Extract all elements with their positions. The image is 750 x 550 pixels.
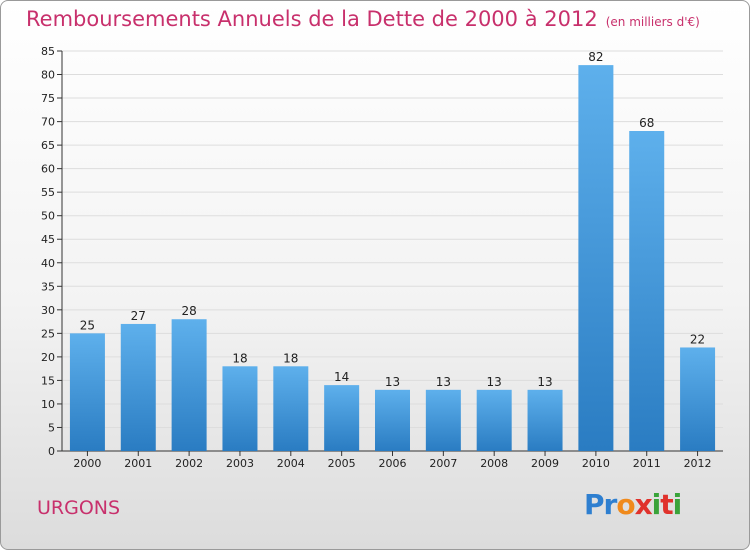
x-tick-label: 2010 <box>582 457 610 470</box>
value-label: 28 <box>181 304 196 318</box>
value-label: 22 <box>690 332 705 346</box>
x-tick-label: 2004 <box>277 457 305 470</box>
x-tick-label: 2012 <box>684 457 712 470</box>
bar-2003 <box>222 366 258 451</box>
value-label: 68 <box>639 116 654 130</box>
bar-2006 <box>375 389 410 451</box>
logo-letter: t <box>660 488 673 521</box>
y-tick-label: 25 <box>41 327 55 340</box>
y-tick-label: 5 <box>48 421 55 434</box>
y-tick-label: 70 <box>41 116 55 129</box>
bar-2012 <box>680 347 716 451</box>
labels: 2000 25 2001 27 2002 28 2003 18 2004 18 2005 14 2006… <box>73 50 711 470</box>
value-label: 13 <box>385 375 400 389</box>
bar-2007 <box>425 389 461 451</box>
value-label: 13 <box>487 375 502 389</box>
x-tick-label: 2007 <box>429 457 457 470</box>
bar-2004 <box>273 366 309 451</box>
y-tick-label: 40 <box>41 257 55 270</box>
x-tick-label: 2001 <box>124 457 152 470</box>
y-tick-label: 10 <box>41 398 55 411</box>
value-label: 25 <box>80 318 95 332</box>
x-tick-label: 2000 <box>73 457 101 470</box>
bar-2008 <box>476 389 512 451</box>
logo-letter: o <box>616 488 635 521</box>
bar-2002 <box>171 319 207 451</box>
value-label: 14 <box>334 370 349 384</box>
logo-letter: r <box>603 488 618 521</box>
logo-letter: P <box>584 488 605 521</box>
bar-2005 <box>324 385 360 451</box>
value-label: 18 <box>232 351 247 365</box>
y-tick-label: 0 <box>48 445 55 458</box>
value-label: 13 <box>436 375 451 389</box>
commune-name: URGONS <box>37 497 121 519</box>
y-tick-label: 55 <box>41 186 55 199</box>
proxiti-logo: Proxiti <box>584 488 683 521</box>
chart-subtitle: (en milliers d'€) <box>605 15 700 29</box>
x-tick-label: 2011 <box>633 457 661 470</box>
y-tick-label: 45 <box>41 233 55 246</box>
x-tick-label: 2003 <box>226 457 254 470</box>
y-tick-label: 35 <box>41 280 55 293</box>
value-label: 82 <box>588 50 603 64</box>
logo-letter: x <box>634 488 653 521</box>
y-tick-label: 20 <box>41 351 55 364</box>
bar-2011 <box>629 131 665 451</box>
x-tick-label: 2005 <box>328 457 356 470</box>
y-tick-label: 80 <box>41 69 55 82</box>
y-tick-label: 75 <box>41 92 55 105</box>
bar-2009 <box>527 389 563 451</box>
y-tick-label: 85 <box>41 45 55 58</box>
value-label: 27 <box>131 309 146 323</box>
y-tick-label: 60 <box>41 163 55 176</box>
y-tick-label: 15 <box>41 374 55 387</box>
x-tick-label: 2008 <box>480 457 508 470</box>
value-label: 13 <box>537 375 552 389</box>
bar-2001 <box>120 323 156 451</box>
y-tick-label: 50 <box>41 210 55 223</box>
y-tick-label: 65 <box>41 139 55 152</box>
bar-2000 <box>69 333 105 451</box>
bar-2010 <box>578 65 614 451</box>
logo-letter: i <box>672 488 683 521</box>
x-tick-label: 2006 <box>379 457 407 470</box>
chart-title: Remboursements Annuels de la Dette de 20… <box>26 7 700 31</box>
bars <box>69 65 716 451</box>
x-tick-label: 2009 <box>531 457 559 470</box>
y-tick-label: 30 <box>41 304 55 317</box>
x-tick-label: 2002 <box>175 457 203 470</box>
logo-letter: i <box>651 488 662 521</box>
value-label: 18 <box>283 351 298 365</box>
